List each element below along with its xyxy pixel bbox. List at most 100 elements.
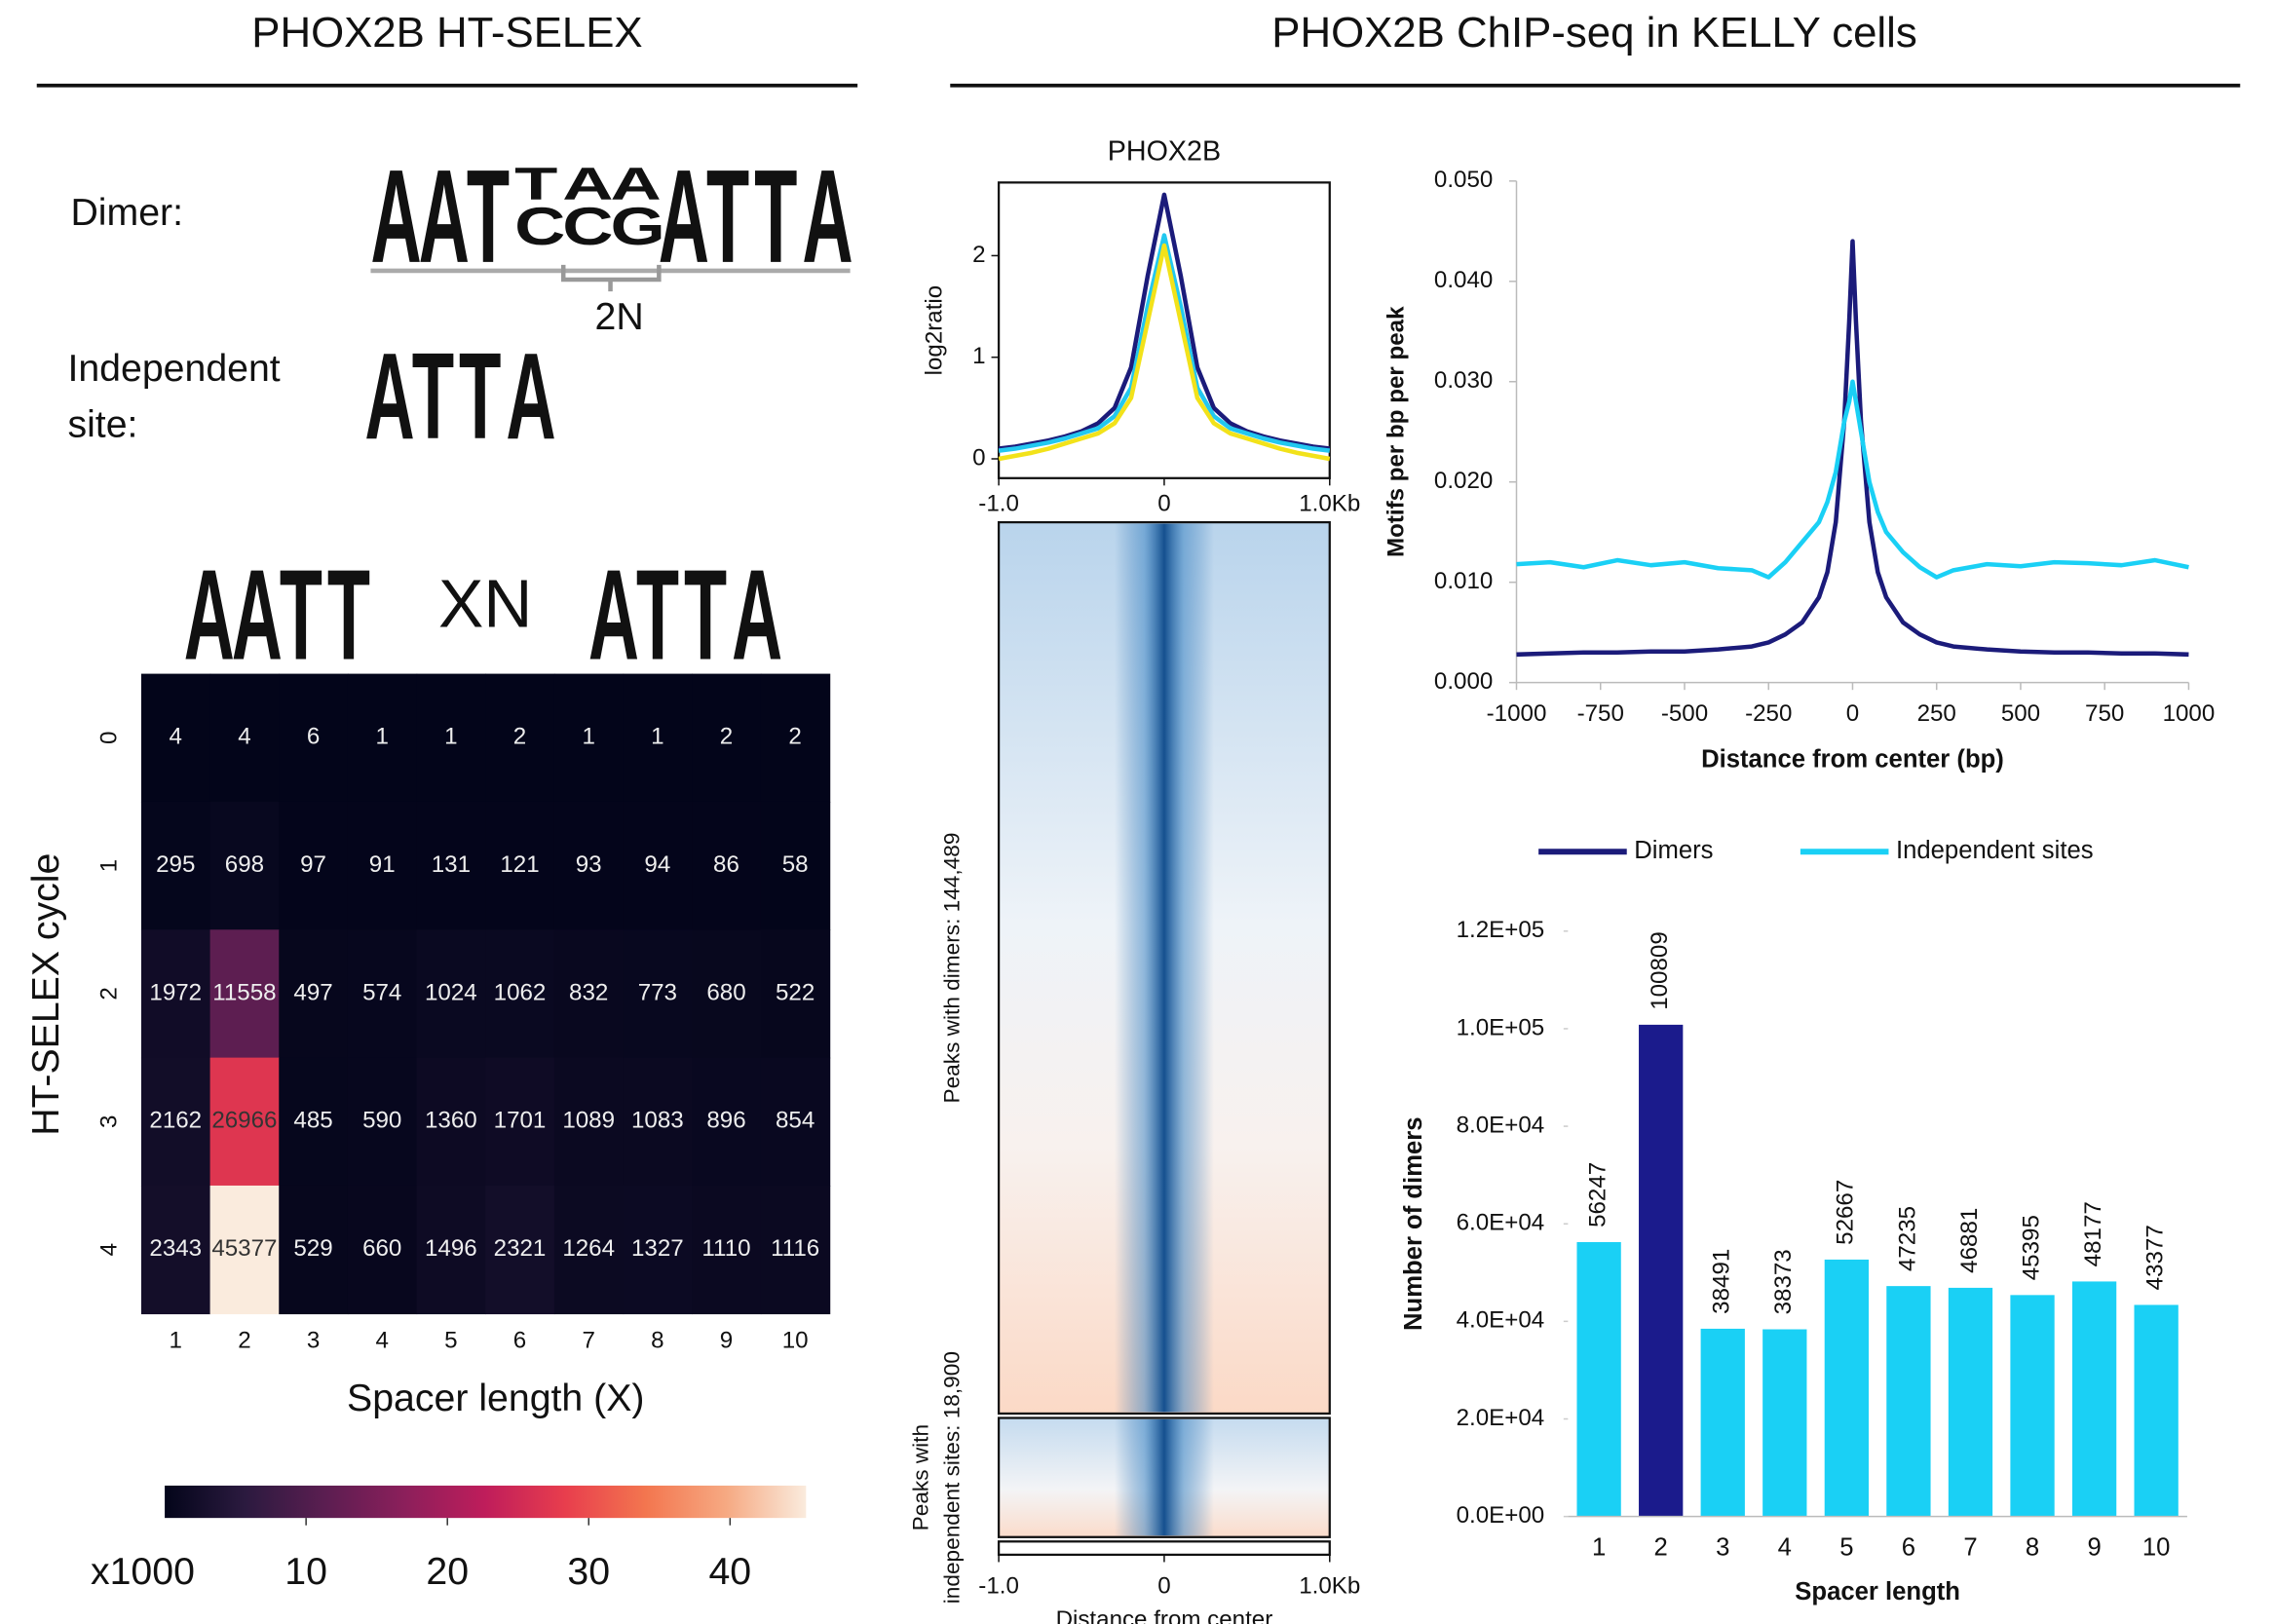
y-tick-label: 3 [96,1115,123,1128]
x-tick-label: 0 [1157,1572,1170,1599]
cell-label: 93 [576,851,602,878]
y-tick-label: 0.0E+00 [1457,1502,1545,1529]
heatmap-cell [692,673,762,803]
spacer-label: 2N [594,295,643,338]
bar [1824,1259,1870,1517]
y-tick-label: 1.0E+05 [1457,1014,1545,1040]
x-tick-label: 1.0Kb [1299,1572,1360,1599]
cell-label: 529 [293,1235,332,1262]
value-label: 38373 [1770,1249,1797,1314]
bar [1762,1329,1807,1517]
cell-label: 660 [362,1235,401,1262]
y-tick-label: 0.040 [1434,267,1493,293]
bar [1576,1242,1621,1517]
cell-label: 91 [369,851,396,878]
logo-letter: A [419,142,470,290]
cell-label: 4 [170,724,182,750]
bar [1700,1328,1745,1517]
y-tick-label: 1 [972,343,985,369]
value-label: 52667 [1833,1180,1859,1245]
heatmap-cell [209,801,280,931]
heatmap-cell [692,1185,762,1315]
logo-letter: A [232,543,283,687]
heatmap-cell [416,673,486,803]
heatmap-cell [140,673,211,803]
heatmap-cell [623,801,693,931]
cell-label: 26966 [211,1108,277,1134]
logo-letter: T [467,142,510,290]
heatmap-cell [279,929,349,1059]
series-line [998,192,1331,451]
group-label: independent sites: 18,900 [939,1351,964,1604]
logo-letter: T [412,328,454,465]
heatmap-cell [623,1057,693,1187]
y-tick-label: 0 [972,444,985,471]
colorbar-tick-label: 40 [708,1550,751,1593]
heatmap-cell [209,1185,280,1315]
logo-letter: A [732,543,782,687]
spacer-bracket [560,264,662,292]
y-tick-label: 2 [96,987,123,1000]
x-tick-label: -250 [1745,700,1792,727]
panel-header: PHOX2B HT-SELEX [251,9,642,57]
cell-label: 590 [362,1108,401,1134]
cell-label: 1110 [701,1235,750,1262]
logo-letter: A [802,142,853,290]
bar [1639,1024,1684,1517]
heatmap-cell [347,1057,418,1187]
cell-label: 1 [444,724,457,750]
heatmap-cell [416,929,486,1059]
cell-label: 896 [706,1108,745,1134]
y-axis-label: log2ratio [922,285,948,376]
logo-letter: A [611,158,662,209]
heatmap-cell [553,929,625,1059]
x-tick-label: 10 [782,1327,809,1353]
colorbar-label: x1000 [91,1550,195,1593]
logo-label: site: [67,402,137,445]
x-tick-label: 0 [1157,490,1170,516]
heatmap-cell [485,673,555,803]
cell-label: 1 [582,724,594,750]
x-tick-label: 1000 [2163,700,2216,727]
cell-label: 2343 [149,1235,202,1262]
heatmap-cell [760,929,831,1059]
cell-label: 1089 [562,1108,615,1134]
x-tick-label: 1 [1592,1534,1606,1562]
cell-label: 58 [782,851,809,878]
bar [2071,1281,2117,1517]
y-tick-label: 4.0E+04 [1457,1307,1545,1334]
colorbar-tick-label: 20 [426,1550,469,1593]
cell-label: 854 [776,1108,815,1134]
x-axis-label: Spacer length (X) [347,1377,644,1419]
x-tick-label: 5 [1839,1534,1853,1562]
colorbar-tick-label: 10 [284,1550,327,1593]
cell-label: 680 [706,979,745,1005]
cell-label: 1264 [562,1235,615,1262]
cell-label: 94 [644,851,670,878]
bar [2010,1295,2055,1517]
value-label: 38491 [1709,1249,1735,1314]
logo-letter: T [636,543,679,687]
colorbar-tick-label: 30 [567,1550,610,1593]
x-tick-label: 7 [1963,1534,1977,1562]
cell-label: 832 [569,979,608,1005]
x-tick-label: 250 [1917,700,1956,727]
cell-label: 497 [293,979,332,1005]
value-label: 47235 [1894,1206,1920,1271]
heatmap-cell [279,801,349,931]
x-tick-label: 7 [582,1327,594,1353]
x-tick-label: -1000 [1487,700,1547,727]
strip [997,1540,1331,1557]
x-tick-label: 3 [1716,1534,1729,1562]
y-axis-label: HT-SELEX cycle [24,853,67,1136]
heatmap-cell [416,1057,486,1187]
heatmap-cell [347,1185,418,1315]
x-tick-label: 8 [2026,1534,2039,1562]
heatmap-cell [623,929,693,1059]
x-tick-label: 2 [1654,1534,1668,1562]
y-tick-label: 1 [96,859,123,872]
x-tick-label: 4 [1778,1534,1792,1562]
heatmap-cell [553,673,625,803]
value-label: 45395 [2018,1215,2044,1280]
